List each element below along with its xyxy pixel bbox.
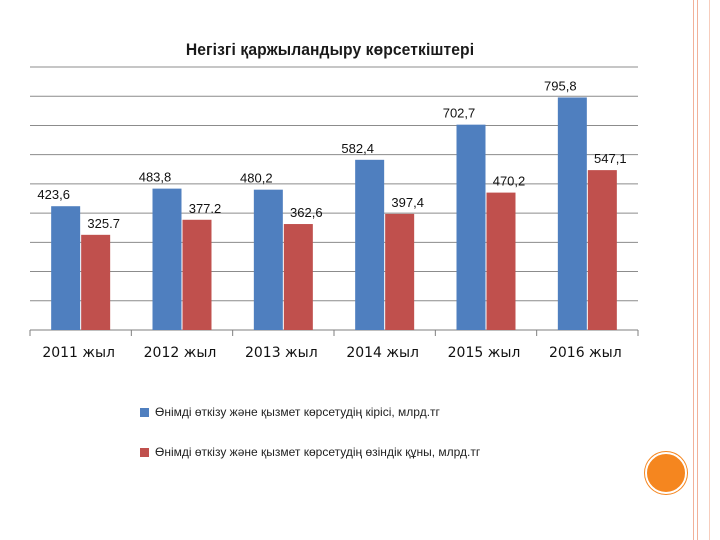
- data-label-cost: 547,1: [594, 151, 627, 166]
- bar-cost: [182, 219, 212, 330]
- bar-cost: [486, 192, 516, 330]
- bar-revenue: [355, 159, 385, 330]
- data-label-cost: 377.2: [189, 201, 222, 216]
- bar-cost: [81, 234, 111, 330]
- data-label-revenue: 483,8: [139, 170, 172, 185]
- x-tick-label: 2016 жыл: [549, 345, 622, 361]
- data-label-revenue: 795,8: [544, 78, 577, 93]
- bar-revenue: [253, 189, 283, 330]
- bar-revenue: [152, 188, 182, 330]
- data-label-revenue: 423,6: [37, 187, 70, 202]
- data-label-cost: 325.7: [87, 216, 120, 231]
- orange-circle-decoration: [645, 452, 687, 494]
- data-label-revenue: 582,4: [341, 141, 374, 156]
- chart-title: Негізгі қаржыландыру көрсеткіштері: [185, 40, 475, 59]
- data-label-revenue: 480,2: [240, 171, 273, 186]
- x-tick-label: 2011 жыл: [42, 345, 115, 361]
- data-label-revenue: 702,7: [443, 106, 476, 121]
- bar-cost: [587, 170, 617, 330]
- data-label-cost: 362,6: [290, 205, 323, 220]
- legend-item-revenue: Өнімді өткізу және қызмет көрсетудің кір…: [140, 403, 480, 421]
- chart-legend: Өнімді өткізу және қызмет көрсетудің кір…: [140, 403, 480, 483]
- bar-cost: [283, 224, 313, 330]
- legend-label-cost: Өнімді өткізу және қызмет көрсетудің өзі…: [155, 445, 481, 459]
- x-tick-label: 2014 жыл: [346, 345, 419, 361]
- x-tick-label: 2015 жыл: [448, 345, 521, 361]
- slide-frame-line: [693, 0, 694, 540]
- slide-frame-line: [709, 0, 710, 540]
- data-label-cost: 470,2: [493, 174, 526, 189]
- bar-revenue: [456, 124, 486, 330]
- legend-label-revenue: Өнімді өткізу және қызмет көрсетудің кір…: [155, 405, 440, 419]
- bar-revenue: [51, 206, 81, 330]
- legend-swatch-cost: [140, 447, 149, 457]
- legend-swatch-revenue: [140, 407, 149, 417]
- legend-item-cost: Өнімді өткізу және қызмет көрсетудің өзі…: [140, 443, 480, 461]
- slide-frame-line: [697, 0, 698, 540]
- x-tick-label: 2013 жыл: [245, 345, 318, 361]
- bar-cost: [385, 213, 415, 330]
- bar-revenue: [557, 97, 587, 330]
- data-label-cost: 397,4: [391, 195, 424, 210]
- x-tick-label: 2012 жыл: [144, 345, 217, 361]
